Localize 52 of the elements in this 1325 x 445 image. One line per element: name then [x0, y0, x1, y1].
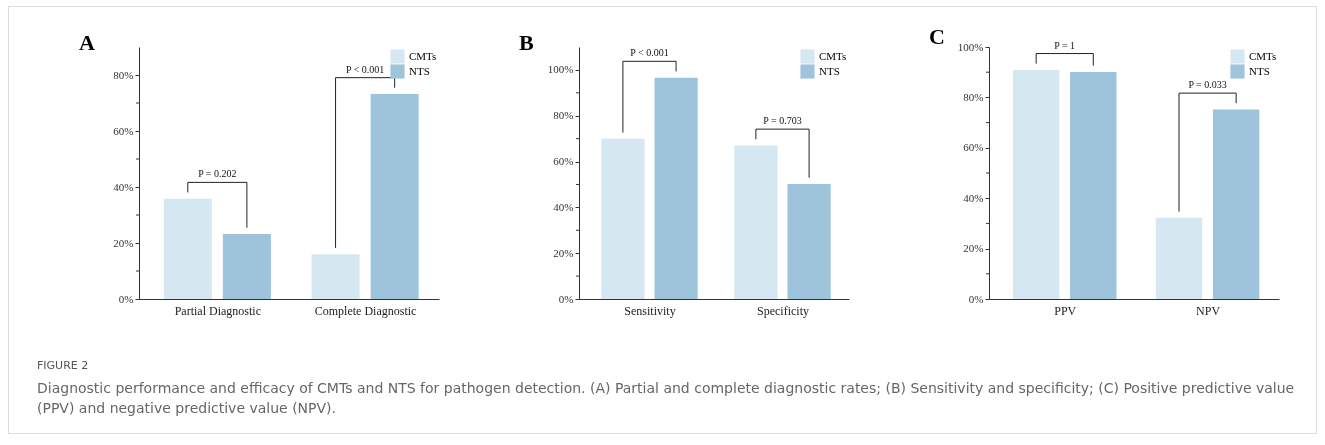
bar	[654, 77, 698, 299]
y-tick-label: 0%	[118, 292, 134, 305]
y-tick-label: 40%	[963, 191, 984, 204]
y-tick-label: 80%	[553, 109, 574, 122]
y-tick-label: 0%	[558, 292, 574, 305]
bar	[1212, 109, 1260, 299]
y-tick-label: 80%	[113, 68, 134, 81]
bar	[222, 234, 271, 299]
y-tick-label: 60%	[113, 124, 134, 137]
caption: FIGURE 2	[37, 359, 90, 372]
legend-label: NTS	[1249, 64, 1270, 77]
bar	[311, 254, 360, 299]
annotation: P = 0.202	[198, 168, 237, 180]
annotation: P < 0.001	[630, 47, 669, 59]
bar	[1155, 217, 1203, 299]
x-tick-label: Partial Diagnostic	[174, 303, 261, 318]
annotation: P = 1	[1054, 39, 1076, 51]
x-tick-label: Complete Diagnostic	[314, 303, 417, 318]
bar	[1070, 71, 1117, 299]
x-tick-label: NPV	[1196, 303, 1221, 318]
x-tick-label: PPV	[1054, 303, 1077, 318]
bar	[163, 198, 212, 299]
y-tick-label: 60%	[553, 155, 574, 168]
legend-label: CMTs	[409, 49, 437, 62]
y-tick-label: 100%	[957, 40, 984, 53]
legend-label: CMTs	[1249, 49, 1277, 62]
annotation: P = 0.703	[763, 115, 802, 127]
y-tick-label: 20%	[963, 242, 984, 255]
chart-title: A	[79, 30, 95, 55]
chart-title: C	[929, 23, 945, 49]
legend-label: NTS	[409, 64, 430, 77]
y-tick-label: 40%	[113, 180, 134, 193]
bar	[787, 184, 831, 299]
bar	[601, 138, 645, 299]
y-tick-label: 80%	[963, 90, 984, 103]
text: Diagnostic performance and efficacy of CMTs and NTS for pathogen detection. (A) Partial and complete diagnostic rates; (B) Sensitivity and specificity; (C) Positive predictive value (PPV) and negative predictive value (NPV).	[37, 379, 1296, 418]
y-tick-label: 0%	[968, 292, 984, 305]
legend-label: CMTs	[819, 49, 847, 62]
y-tick-label: 100%	[547, 63, 574, 76]
x-tick-label: Sensitivity	[624, 303, 676, 318]
legend-label: NTS	[819, 64, 840, 77]
y-tick-label: 60%	[963, 141, 984, 154]
bar	[1012, 69, 1060, 299]
bar	[370, 94, 419, 299]
annotation: P = 0.033	[1188, 79, 1227, 91]
y-tick-label: 20%	[113, 236, 134, 249]
annotation: P < 0.001	[345, 63, 385, 75]
bar	[734, 145, 778, 299]
chart-title: B	[519, 30, 534, 55]
x-tick-label: Specificity	[757, 303, 809, 318]
y-tick-label: 20%	[553, 246, 574, 259]
y-tick-label: 40%	[553, 200, 574, 213]
